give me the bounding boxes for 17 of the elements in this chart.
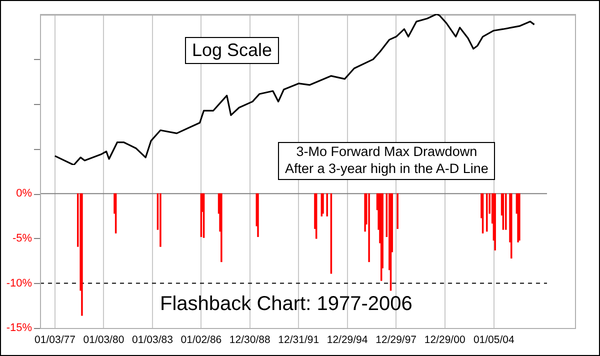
x-tick-label: 12/30/88	[229, 334, 270, 346]
x-tick-label: 12/29/97	[376, 334, 417, 346]
y-tick-label: 0%	[16, 188, 32, 200]
x-tick-label: 01/03/77	[34, 334, 76, 346]
x-tick-label: 01/03/83	[132, 334, 174, 346]
y-tick-label: -15%	[6, 322, 32, 334]
x-tick-label: 01/03/80	[83, 334, 124, 346]
annotation: 3-Mo Forward Max Drawdown After a 3-year high in the A-D Line	[278, 142, 496, 180]
x-tick-label: 12/29/00	[424, 334, 466, 346]
x-tick-label: 01/05/04	[473, 334, 514, 346]
x-tick-label: 12/29/94	[326, 334, 368, 346]
x-tick-label: 01/02/86	[180, 334, 222, 346]
y-tick-label: -10%	[6, 277, 32, 290]
y-tick-label: -5%	[12, 232, 32, 244]
annotation: Flashback Chart: 1977-2006	[160, 292, 412, 317]
x-tick-label: 12/31/91	[278, 334, 320, 346]
annotation: Log Scale	[185, 37, 280, 64]
